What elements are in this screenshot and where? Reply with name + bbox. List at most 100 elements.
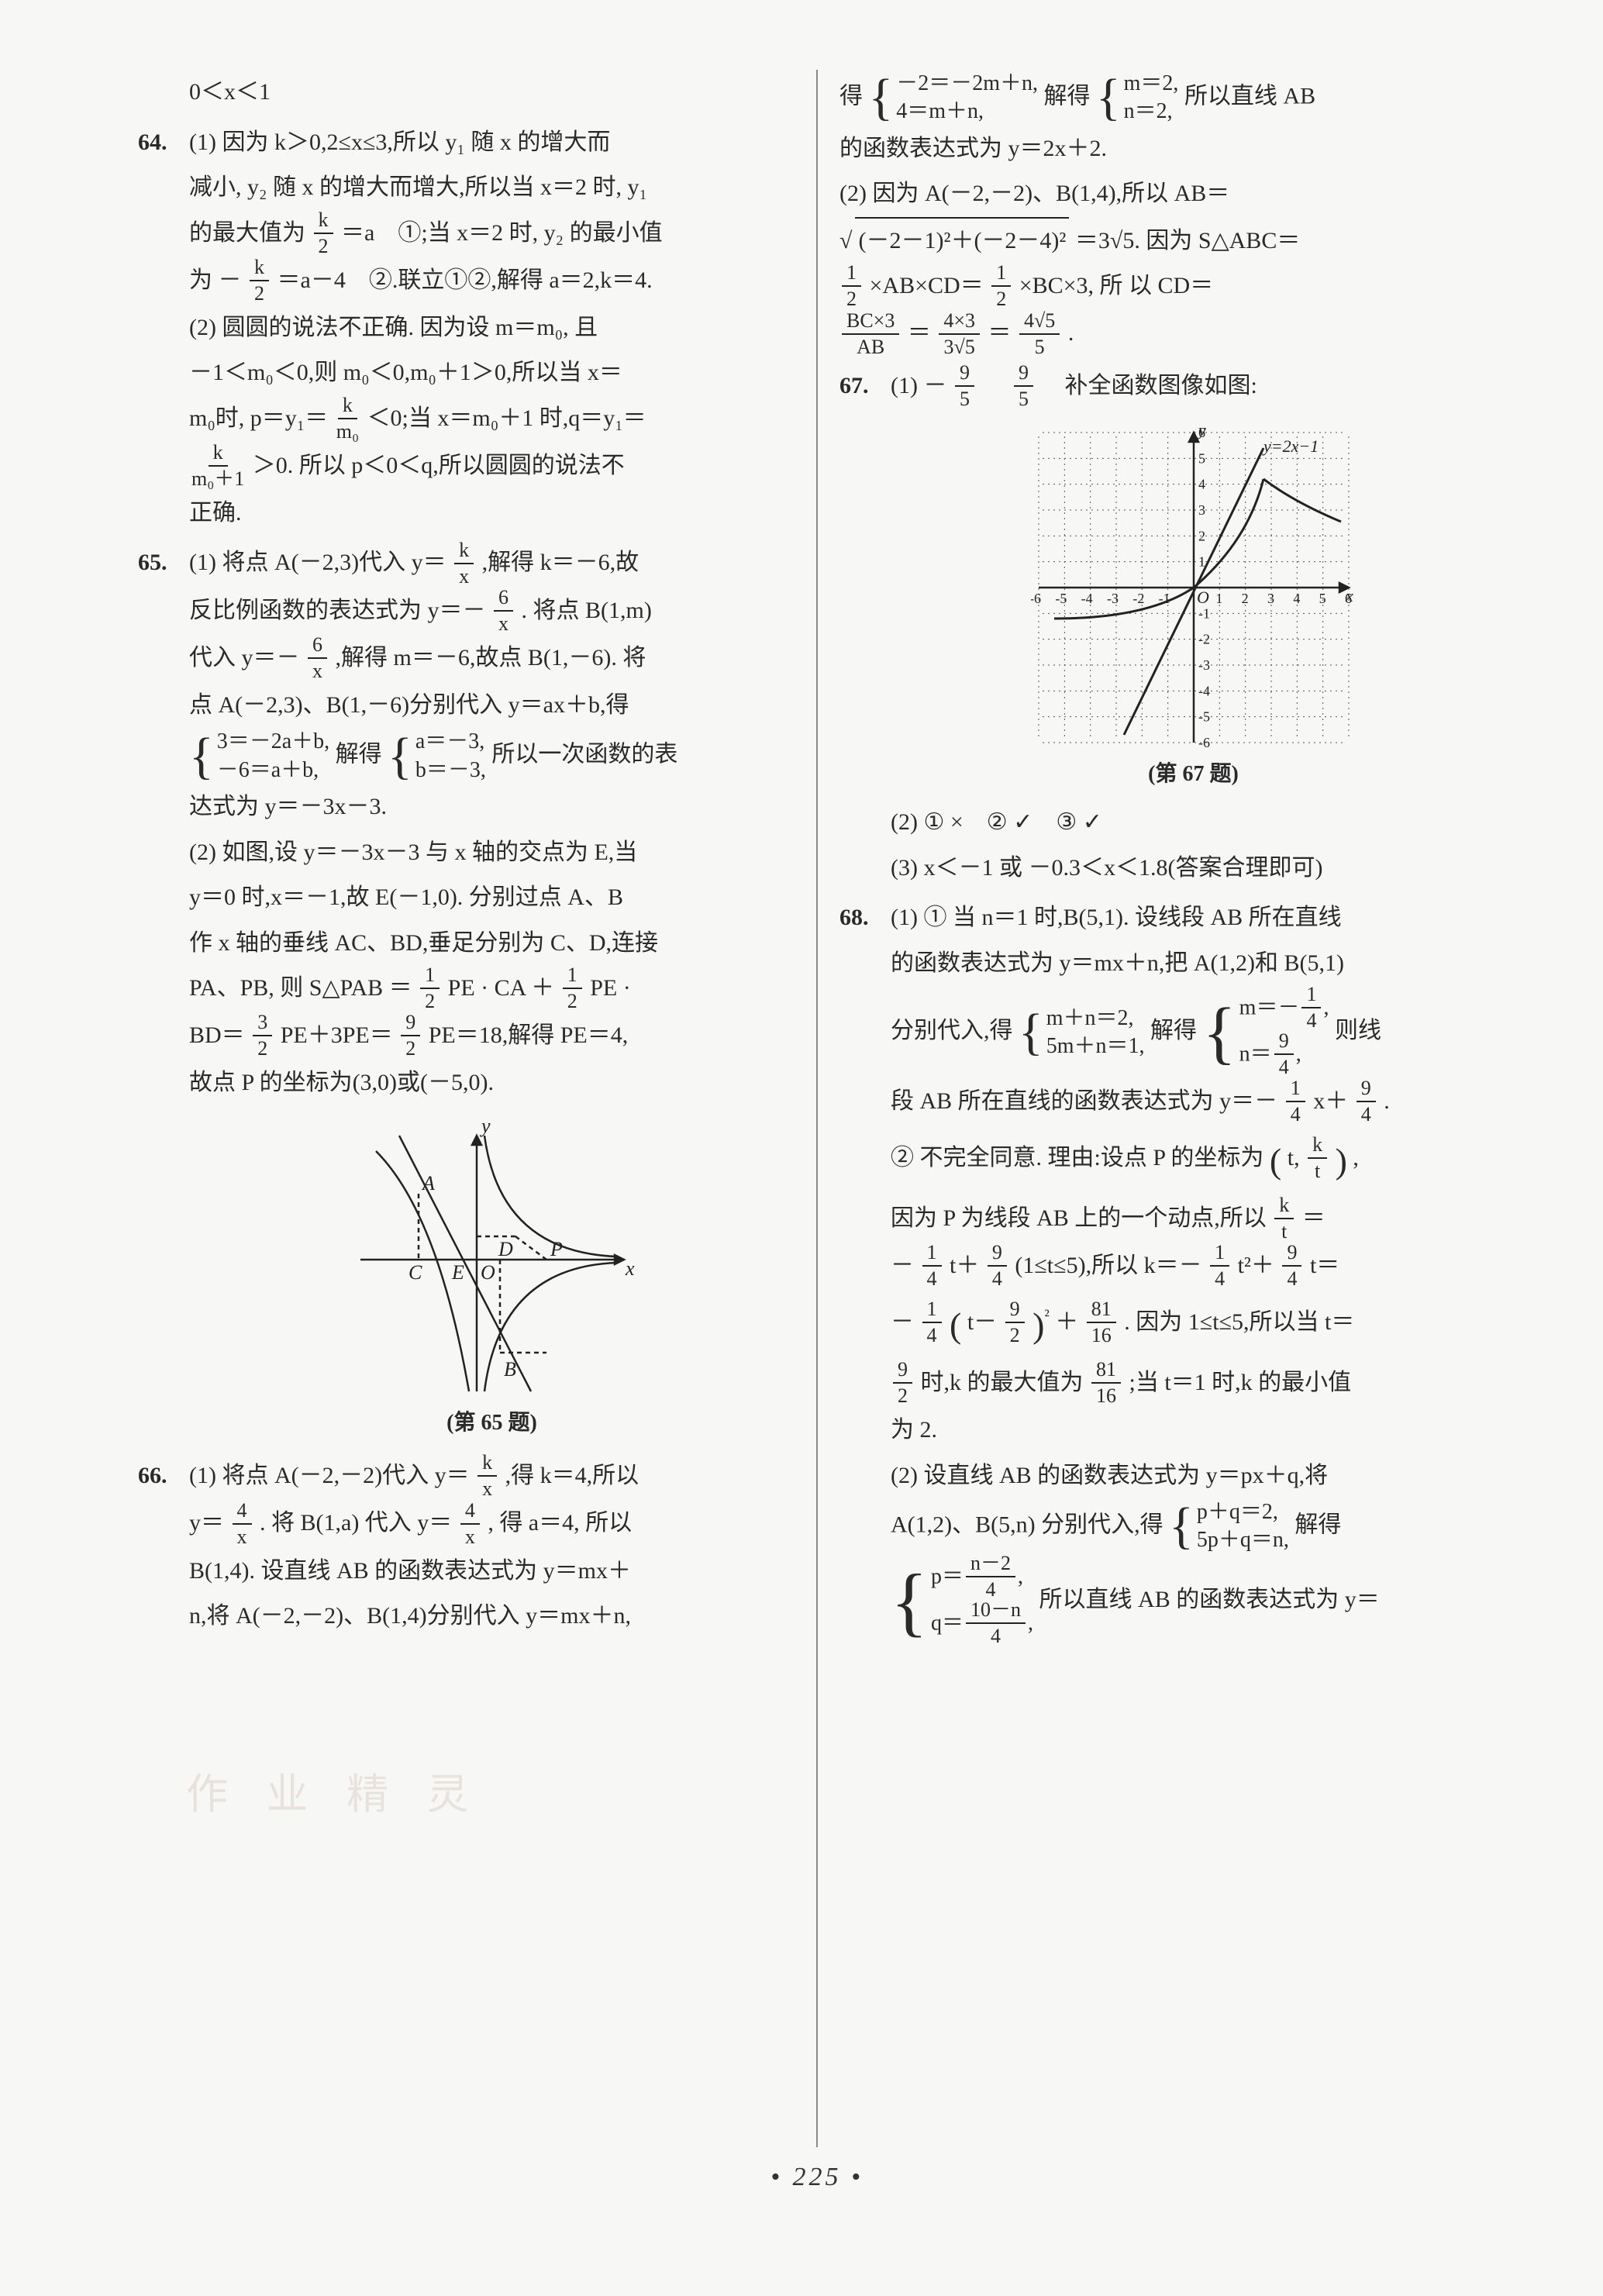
svg-text:O: O [481, 1261, 495, 1284]
q68-l10: 为 2. [891, 1408, 1496, 1453]
svg-text:-5: -5 [1055, 591, 1067, 606]
right-column: 得 {－2＝－2m＋n,4＝m＋n, 解得 {m＝2,n＝2, 所以直线 AB … [818, 70, 1518, 2147]
svg-text:2: 2 [1198, 528, 1205, 543]
q66c-l3: (2) 因为 A(－2,－2)、B(1,4),所以 AB＝ [839, 171, 1496, 217]
q65-l9: 作 x 轴的垂线 AC、BD,垂足分别为 C、D,连接 [189, 921, 795, 967]
q65-l2: 反比例函数的表达式为 y＝－ 6x . 将点 B(1,m) [189, 588, 795, 636]
svg-text:O: O [1197, 588, 1209, 607]
figure-67: y=2x−1 y x O -6-5-4-3-2-1123456-6-5-4-3-… [891, 425, 1496, 796]
q65-l1: (1) 将点 A(－2,3)代入 y＝ kx ,解得 k＝－6,故 [189, 540, 795, 588]
svg-text:-6: -6 [1031, 591, 1041, 606]
pre-64-line: 0＜x＜1 [138, 70, 795, 115]
figure-67-caption: (第 67 题) [891, 753, 1496, 796]
problem-number-68: 68. [839, 895, 891, 941]
problem-65: 65. (1) 将点 A(－2,3)代入 y＝ kx ,解得 k＝－6,故 反比… [138, 540, 795, 1449]
svg-text:-6: -6 [1198, 735, 1210, 750]
q65-l10: PA、PB, 则 S△PAB ＝ 12 PE · CA ＋ 12 PE · [189, 966, 795, 1013]
q64-l3: 的最大值为 k2 ＝a ①;当 x＝2 时, y₂ 的最小值 [189, 211, 795, 258]
figure-65: y x A B C D E O P (第 65 题) [189, 1120, 795, 1445]
left-column: 0＜x＜1 64. (1) 因为 k＞0,2≤x≤3,所以 y₁ 随 x 的增大… [116, 70, 818, 2147]
svg-text:1: 1 [1198, 553, 1205, 569]
sqrt-icon [839, 228, 852, 253]
svg-text:-5: -5 [1198, 708, 1210, 724]
svg-text:-4: -4 [1081, 591, 1092, 606]
svg-text:-1: -1 [1158, 591, 1170, 606]
q68-l6: 因为 P 为线段 AB 上的一个动点,所以 kt ＝ [891, 1196, 1496, 1243]
figure-65-caption: (第 65 题) [189, 1402, 795, 1445]
problem-number-65: 65. [138, 540, 189, 586]
q66c-l6: BC×3AB ＝ 4×33√5 ＝ 4√55 . [839, 311, 1496, 358]
q66-l3: B(1,4). 设直线 AB 的函数表达式为 y＝mx＋ [189, 1549, 795, 1594]
svg-text:1: 1 [1215, 591, 1222, 606]
q68-l2: 的函数表达式为 y＝mx＋n,把 A(1,2)和 B(5,1) [891, 941, 1496, 987]
svg-text:y: y [479, 1120, 491, 1137]
figure-65-svg: y x A B C D E O P [345, 1120, 639, 1399]
two-column-layout: 0＜x＜1 64. (1) 因为 k＞0,2≤x≤3,所以 y₁ 随 x 的增大… [116, 70, 1518, 2147]
svg-text:y=2x−1: y=2x−1 [1262, 436, 1319, 456]
svg-text:5: 5 [1198, 450, 1205, 466]
q65-l3: 代入 y＝－ 6x ,解得 m＝－6,故点 B(1,－6). 将 [189, 636, 795, 683]
q68-l5: ② 不完全同意. 理由:设点 P 的坐标为 ( t, kt ) , [891, 1126, 1496, 1196]
frac-k-over-2: k2 [314, 210, 333, 257]
problem-64: 64. (1) 因为 k＞0,2≤x≤3,所以 y₁ 随 x 的增大而 减小, … [138, 120, 795, 536]
problem-66: 66. (1) 将点 A(－2,－2)代入 y＝ kx ,得 k＝4,所以 y＝… [138, 1453, 795, 1639]
svg-text:-4: -4 [1198, 683, 1210, 698]
svg-text:A: A [421, 1172, 435, 1195]
q64-l7: m₀时, p＝y₁＝ km₀ ＜0;当 x＝m₀＋1 时,q＝y₁＝ [189, 396, 795, 443]
q64-l5: (2) 圆圆的说法不正确. 因为设 m＝m₀, 且 [189, 305, 795, 351]
q65-l12: 故点 P 的坐标为(3,0)或(－5,0). [189, 1060, 795, 1106]
svg-text:D: D [498, 1238, 513, 1260]
svg-text:P: P [550, 1238, 563, 1260]
svg-text:-3: -3 [1107, 591, 1119, 606]
q68-l8: － 14 ( t－ 92 )² ＋ 8116 . 因为 1≤t≤5,所以当 t＝ [891, 1291, 1496, 1360]
q67-l3: (3) x＜－1 或 －0.3＜x＜1.8(答案合理即可) [891, 846, 1496, 891]
svg-text:-1: -1 [1198, 605, 1210, 621]
svg-text:5: 5 [1319, 591, 1325, 606]
figure-67-svg: y=2x−1 y x O -6-5-4-3-2-1123456-6-5-4-3-… [1031, 425, 1357, 750]
problem-68: 68. (1) ① 当 n＝1 时,B(5,1). 设线段 AB 所在直线 的函… [839, 895, 1496, 1648]
problem-number-64: 64. [138, 120, 189, 166]
q68-l3: 分别代入,得 {m＋n＝2,5m＋n＝1, 解得 { m＝－14, n＝94, … [891, 986, 1496, 1079]
svg-text:E: E [451, 1261, 464, 1284]
q66c-l4: (－2－1)²＋(－2－4)² ＝3√5. 因为 S△ABC＝ [839, 217, 1496, 264]
q66c-l1: 得 {－2＝－2m＋n,4＝m＋n, 解得 {m＝2,n＝2, 所以直线 AB [839, 70, 1496, 126]
q67-l1: (1) － 95 95 补全函数图像如图: [891, 364, 1496, 411]
q64-l1: (1) 因为 k＞0,2≤x≤3,所以 y₁ 随 x 的增大而 [189, 120, 795, 166]
svg-text:C: C [409, 1261, 422, 1284]
svg-text:3: 3 [1267, 591, 1274, 606]
q65-l6: 达式为 y＝－3x－3. [189, 784, 795, 830]
q68-l1: (1) ① 当 n＝1 时,B(5,1). 设线段 AB 所在直线 [891, 895, 1496, 941]
q66-l4: n,将 A(－2,－2)、B(1,4)分别代入 y＝mx＋n, [189, 1594, 795, 1639]
q65-sys: {3＝－2a＋b,－6＝a＋b, 解得 {a＝－3,b＝－3, 所以一次函数的表 [189, 728, 795, 784]
q68-l9: 92 时,k 的最大值为 8116 ;当 t＝1 时,k 的最小值 [891, 1360, 1496, 1408]
svg-text:6: 6 [1345, 591, 1352, 606]
q65-l4: 点 A(－2,3)、B(1,－6)分别代入 y＝ax＋b,得 [189, 683, 795, 729]
q65-l7: (2) 如图,设 y＝－3x－3 与 x 轴的交点为 E,当 [189, 830, 795, 876]
svg-text:-2: -2 [1198, 631, 1210, 646]
problem-number-66: 66. [138, 1453, 189, 1499]
q64-l9: 正确. [189, 491, 795, 536]
page-number: • 225 • [116, 2163, 1518, 2192]
svg-text:4: 4 [1293, 591, 1300, 606]
svg-text:-3: -3 [1198, 657, 1210, 673]
q65-l11: BD＝ 32 PE＋3PE＝ 92 PE＝18,解得 PE＝4, [189, 1013, 795, 1060]
svg-text:2: 2 [1241, 591, 1248, 606]
svg-text:3: 3 [1198, 502, 1205, 518]
q66c-l5: 12 ×AB×CD＝ 12 ×BC×3, 所 以 CD＝ [839, 264, 1496, 311]
q68-l7: － 14 t＋ 94 (1≤t≤5),所以 k＝－ 14 t²＋ 94 t＝ [891, 1243, 1496, 1291]
q65-l8: y＝0 时,x＝－1,故 E(－1,0). 分别过点 A、B [189, 875, 795, 921]
q66-l2: y＝ 4x . 将 B(1,a) 代入 y＝ 4x , 得 a＝4, 所以 [189, 1501, 795, 1548]
page: 作 业 精 灵 0＜x＜1 64. (1) 因为 k＞0,2≤x≤3,所以 y₁… [0, 0, 1603, 2296]
q67-l2: (2) ① × ② ✓ ③ ✓ [891, 800, 1496, 846]
problem-number-67: 67. [839, 364, 891, 409]
svg-text:6: 6 [1198, 425, 1205, 440]
q68-l13: { p＝n－24, q＝10－n4, 所以直线 AB 的函数表达式为 y＝ [891, 1555, 1496, 1648]
q68-l11: (2) 设直线 AB 的函数表达式为 y＝px＋q,将 [891, 1453, 1496, 1499]
svg-text:B: B [504, 1358, 516, 1381]
q68-l4: 段 AB 所在直线的函数表达式为 y＝－ 14 x＋ 94 . [891, 1079, 1496, 1126]
q64-l4: 为 － k2 ＝a－4 ②.联立①②,解得 a＝2,k＝4. [189, 258, 795, 305]
svg-text:x: x [625, 1257, 635, 1280]
q68-l12: A(1,2)、B(5,n) 分别代入,得 {p＋q＝2,5p＋q＝n, 解得 [891, 1498, 1496, 1555]
q64-l6: －1＜m₀＜0,则 m₀＜0,m₀＋1＞0,所以当 x＝ [189, 350, 795, 396]
q64-l8: km₀＋1 ＞0. 所以 p＜0＜q,所以圆圆的说法不 [189, 443, 795, 491]
